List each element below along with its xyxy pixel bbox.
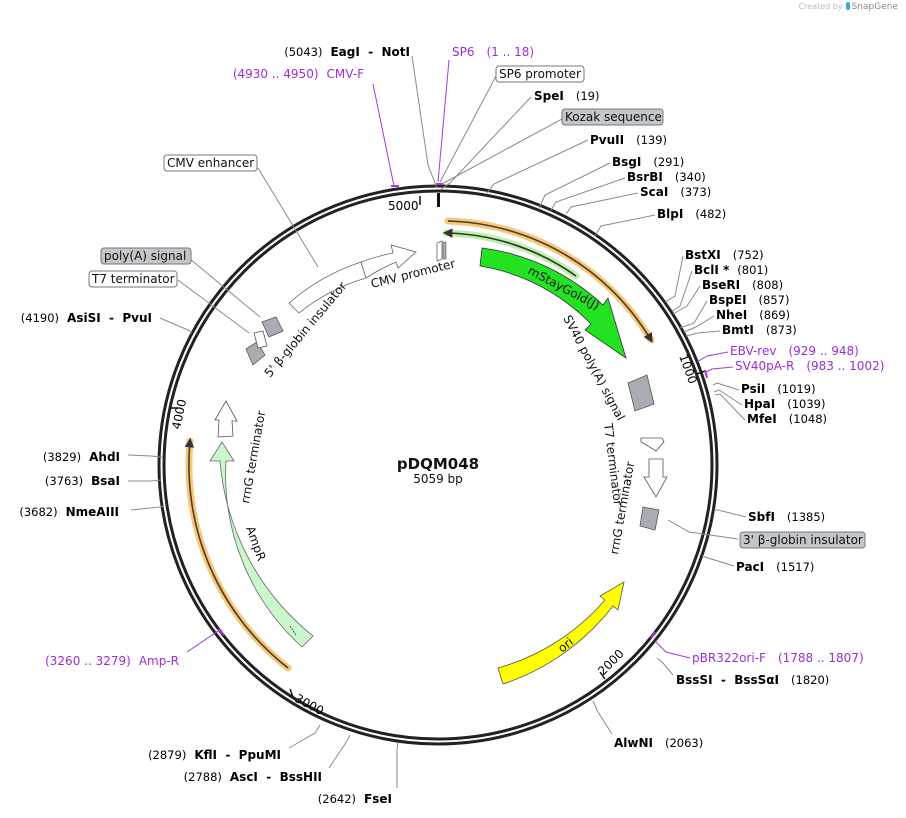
svg-text:SP6 promoter: SP6 promoter [499, 67, 581, 81]
svg-text:Kozak sequence: Kozak sequence [565, 110, 662, 124]
enzyme-kfli-ppumi[interactable]: (2879) KflI - PpuMI [148, 748, 281, 762]
enzyme-bstxi[interactable]: BstXI (752) [685, 248, 764, 262]
enzyme-labels-right: SpeI (19) PvuII (139) BsgI (291) BsrBI (340)… [534, 89, 829, 750]
feature-3-globin-insulator[interactable] [639, 506, 660, 531]
enzyme-beri[interactable]: BseRI (808) [702, 278, 783, 292]
enzyme-fsei[interactable]: (2642) FseI [318, 792, 392, 806]
snapgene-credit: Created by SnapGene [799, 2, 898, 12]
label-box-t7-terminator[interactable]: T7 terminator [88, 270, 178, 288]
feature-label-boxes: SP6 promoter Kozak sequence CMV enhancer… [88, 65, 866, 549]
enzyme-bsai[interactable]: (3763) BsaI [45, 474, 120, 488]
enzyme-hpai[interactable]: HpaI (1039) [744, 397, 825, 411]
orf-forward-arrow[interactable] [444, 217, 655, 344]
primer-cmv-f[interactable]: (4930 .. 4950) CMV-F [233, 67, 364, 81]
enzyme-bsrbi[interactable]: BsrBI (340) [627, 170, 706, 184]
svg-text:CMV enhancer: CMV enhancer [167, 156, 254, 170]
enzyme-bsgi[interactable]: BsgI (291) [612, 155, 684, 169]
credit-prefix: Created by [798, 2, 843, 11]
enzyme-paci[interactable]: PacI (1517) [736, 560, 814, 574]
enzyme-nmeaiii[interactable]: (3682) NmeAIII [19, 505, 119, 519]
primer-amp-r[interactable]: (3260 .. 3279) Amp-R [45, 654, 179, 668]
orf-ampr-arrow[interactable] [184, 437, 292, 672]
plasmid-name: pDQM048 [397, 455, 479, 473]
label-box-3-globin-insulator[interactable]: 3' β-globin insulator [739, 531, 866, 549]
enzyme-nhei[interactable]: NheI (869) [716, 308, 790, 322]
enzyme-sbfi[interactable]: SbfI (1385) [748, 510, 825, 524]
label-rrng-terminator-left: rrnG terminator [238, 410, 268, 505]
svg-text:T7 terminator: T7 terminator [91, 272, 175, 286]
primer-ebv-rev[interactable]: EBV-rev (929 .. 948) [730, 344, 859, 358]
feature-t7-terminator-left[interactable] [253, 330, 268, 349]
enzyme-asci-bsshii[interactable]: (2788) AscI - BssHII [184, 770, 322, 784]
primer-pbr322ori-f[interactable]: pBR322ori-F (1788 .. 1807) [692, 651, 864, 665]
enzyme-leaders [127, 55, 747, 788]
enzyme-labels-left: (5043) EagI - NotI (4190) AsiSI - PvuI (38… [19, 45, 410, 806]
sp6-kozak-marks [436, 240, 447, 262]
enzyme-bcli[interactable]: BclI * (801) [694, 263, 768, 277]
label-box-cmv-enhancer[interactable]: CMV enhancer [163, 154, 258, 172]
enzyme-ahdi[interactable]: (3829) AhdI [43, 450, 120, 464]
enzyme-eagi-noti[interactable]: (5043) EagI - NotI [284, 45, 410, 59]
credit-brand: SnapGene [851, 2, 898, 12]
svg-text:poly(A) signal: poly(A) signal [104, 249, 186, 263]
enzyme-pvuii[interactable]: PvuII (139) [590, 133, 667, 147]
label-box-sp6-promoter[interactable]: SP6 promoter [495, 65, 585, 83]
feature-polya-signal-left[interactable] [261, 316, 284, 338]
enzyme-psii[interactable]: PsiI (1019) [741, 382, 816, 396]
enzyme-bspei[interactable]: BspEI (857) [709, 293, 789, 307]
origin-marker [437, 193, 440, 207]
primer-leaders [186, 59, 734, 659]
enzyme-alwni[interactable]: AlwNI (2063) [614, 736, 703, 750]
enzyme-scai[interactable]: ScaI (373) [640, 185, 711, 199]
svg-text:3' β-globin insulator: 3' β-globin insulator [743, 533, 863, 547]
enzyme-bmti[interactable]: BmtI (873) [722, 323, 797, 337]
label-box-kozak-sequence[interactable]: Kozak sequence [561, 108, 664, 126]
enzyme-bsssi[interactable]: BssSI - BssSαI (1820) [676, 673, 829, 687]
enzyme-blpi[interactable]: BlpI (482) [657, 207, 726, 221]
enzyme-mfei[interactable]: MfeI (1048) [747, 412, 827, 426]
primer-labels: SP6 (1 .. 18) (4930 .. 4950) CMV-F EBV-rev… [45, 45, 884, 668]
plasmid-backbone [157, 184, 719, 746]
plasmid-length: 5059 bp [413, 472, 463, 486]
primer-sv40pa-r[interactable]: SV40pA-R (983 .. 1002) [735, 359, 884, 373]
feature-ampr[interactable]: AmpR [209, 441, 314, 648]
tick-4000: 4000 [169, 398, 189, 431]
primer-sp6[interactable]: SP6 (1 .. 18) [452, 45, 534, 59]
snapgene-logo-icon [845, 2, 850, 10]
tick-5000: 5000 [388, 199, 419, 213]
enzyme-spei[interactable]: SpeI (19) [534, 89, 599, 103]
label-box-polya-signal[interactable]: poly(A) signal [100, 247, 192, 265]
enzyme-asisi-pvui[interactable]: (4190) AsiSI - PvuI [21, 311, 152, 325]
orf-reverse-arrow[interactable] [442, 228, 580, 280]
